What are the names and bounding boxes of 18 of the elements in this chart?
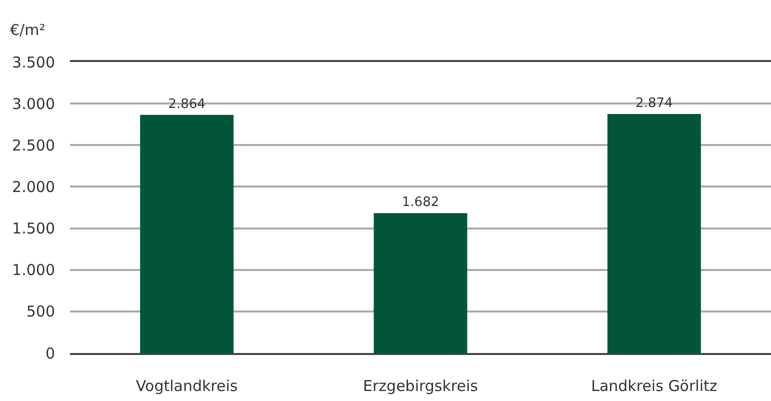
y-axis-title: €/m² bbox=[10, 21, 46, 39]
y-tick-label: 1.000 bbox=[12, 261, 55, 280]
y-tick-label: 3.000 bbox=[12, 94, 55, 113]
data-label: 2.864 bbox=[168, 96, 206, 112]
x-tick-label: Vogtlandkreis bbox=[136, 377, 238, 395]
data-label: 1.682 bbox=[402, 195, 440, 210]
y-tick-label: 2.000 bbox=[12, 178, 55, 196]
y-tick-label: 0 bbox=[45, 344, 55, 362]
y-tick-label: 3.500 bbox=[12, 53, 55, 72]
x-tick-label: Erzgebirgskreis bbox=[363, 377, 478, 395]
x-tick-label: Landkreis Görlitz bbox=[591, 377, 718, 395]
bar bbox=[140, 114, 234, 353]
y-tick-label: 1.500 bbox=[12, 220, 55, 238]
y-tick-label: 500 bbox=[26, 302, 55, 321]
y-tick-label: 2.500 bbox=[12, 136, 55, 154]
data-label: 2.874 bbox=[636, 96, 673, 112]
bar bbox=[607, 114, 701, 353]
bar bbox=[374, 213, 468, 353]
